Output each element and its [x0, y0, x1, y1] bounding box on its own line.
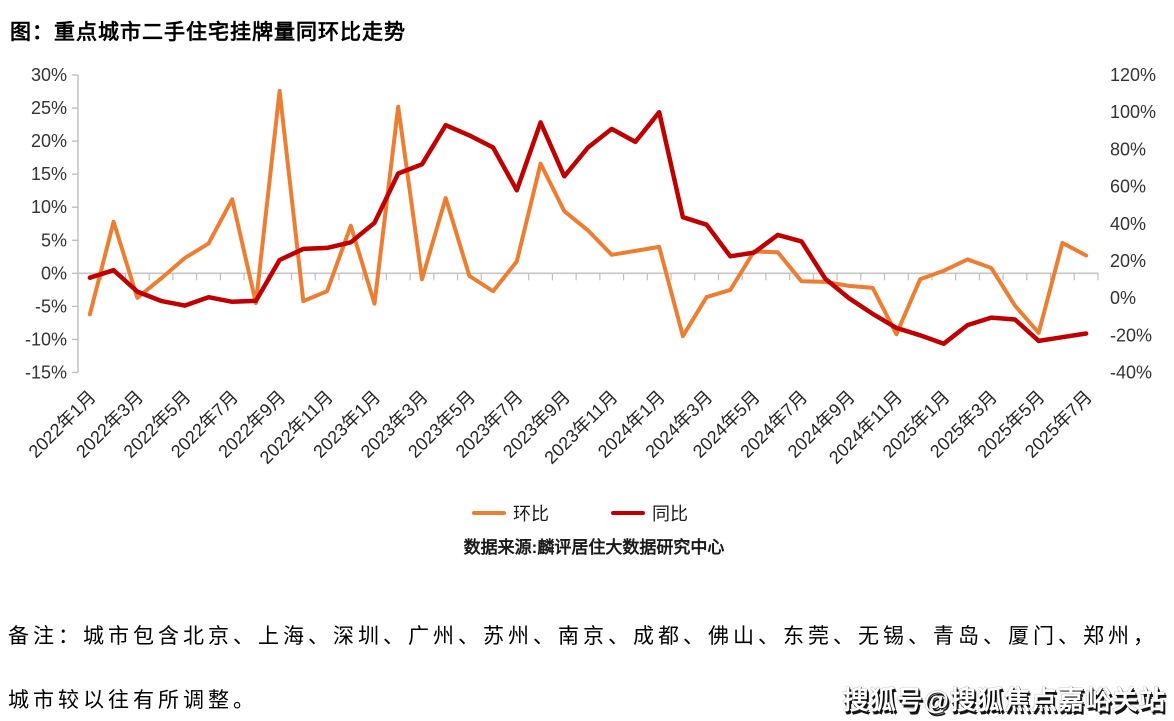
- right-axis-label: 60%: [1110, 177, 1146, 197]
- right-axis-label: 100%: [1110, 102, 1156, 122]
- left-axis-label: -5%: [35, 296, 67, 316]
- left-axis-label: 20%: [31, 131, 67, 151]
- legend-label-mom: 环比: [513, 504, 549, 524]
- left-axis-label: 0%: [41, 263, 67, 283]
- legend-item-yoy: 同比: [611, 500, 688, 526]
- right-axis-label: -40%: [1110, 363, 1152, 383]
- data-source-caption: 数据来源:麟评居住大数据研究中心: [463, 538, 725, 557]
- legend-label-yoy: 同比: [652, 504, 688, 524]
- left-axis-label: -10%: [25, 329, 67, 349]
- left-axis-label: 5%: [41, 230, 67, 250]
- left-axis-label: 25%: [31, 98, 67, 118]
- footnote-line-1: 备注：城市包含北京、上海、深圳、广州、苏州、南京、成都、佛山、东莞、无锡、青岛、…: [8, 624, 1158, 648]
- yoy-line: [87, 109, 1089, 346]
- right-axis-label: 40%: [1110, 214, 1146, 234]
- yoy-line-swatch-icon: [611, 511, 645, 515]
- legend-item-mom: 环比: [472, 500, 549, 526]
- right-axis-label: 0%: [1110, 288, 1136, 308]
- chart-title: 图：重点城市二手住宅挂牌量同环比走势: [10, 21, 406, 44]
- watermark: 搜狐号@搜狐焦点嘉峪关站: [842, 685, 1166, 715]
- footnote-line-2: 城市较以往有所调整。: [8, 688, 258, 712]
- left-axis-label: 10%: [31, 197, 67, 217]
- right-axis-label: -20%: [1110, 325, 1152, 345]
- left-axis-label: 15%: [31, 164, 67, 184]
- right-axis-label: 20%: [1110, 251, 1146, 271]
- left-axis-label: -15%: [25, 363, 67, 383]
- right-axis-label: 80%: [1110, 139, 1146, 159]
- left-axis-label: 30%: [31, 65, 67, 85]
- mom-line-swatch-icon: [472, 511, 506, 515]
- right-axis-label: 120%: [1110, 65, 1156, 85]
- chart-legend: 环比 同比: [0, 500, 1160, 526]
- line-chart: 30% 25% 20% 15% 10% 5% 0% -5% -10% -15% 120% 100% 80…: [25, 65, 1156, 468]
